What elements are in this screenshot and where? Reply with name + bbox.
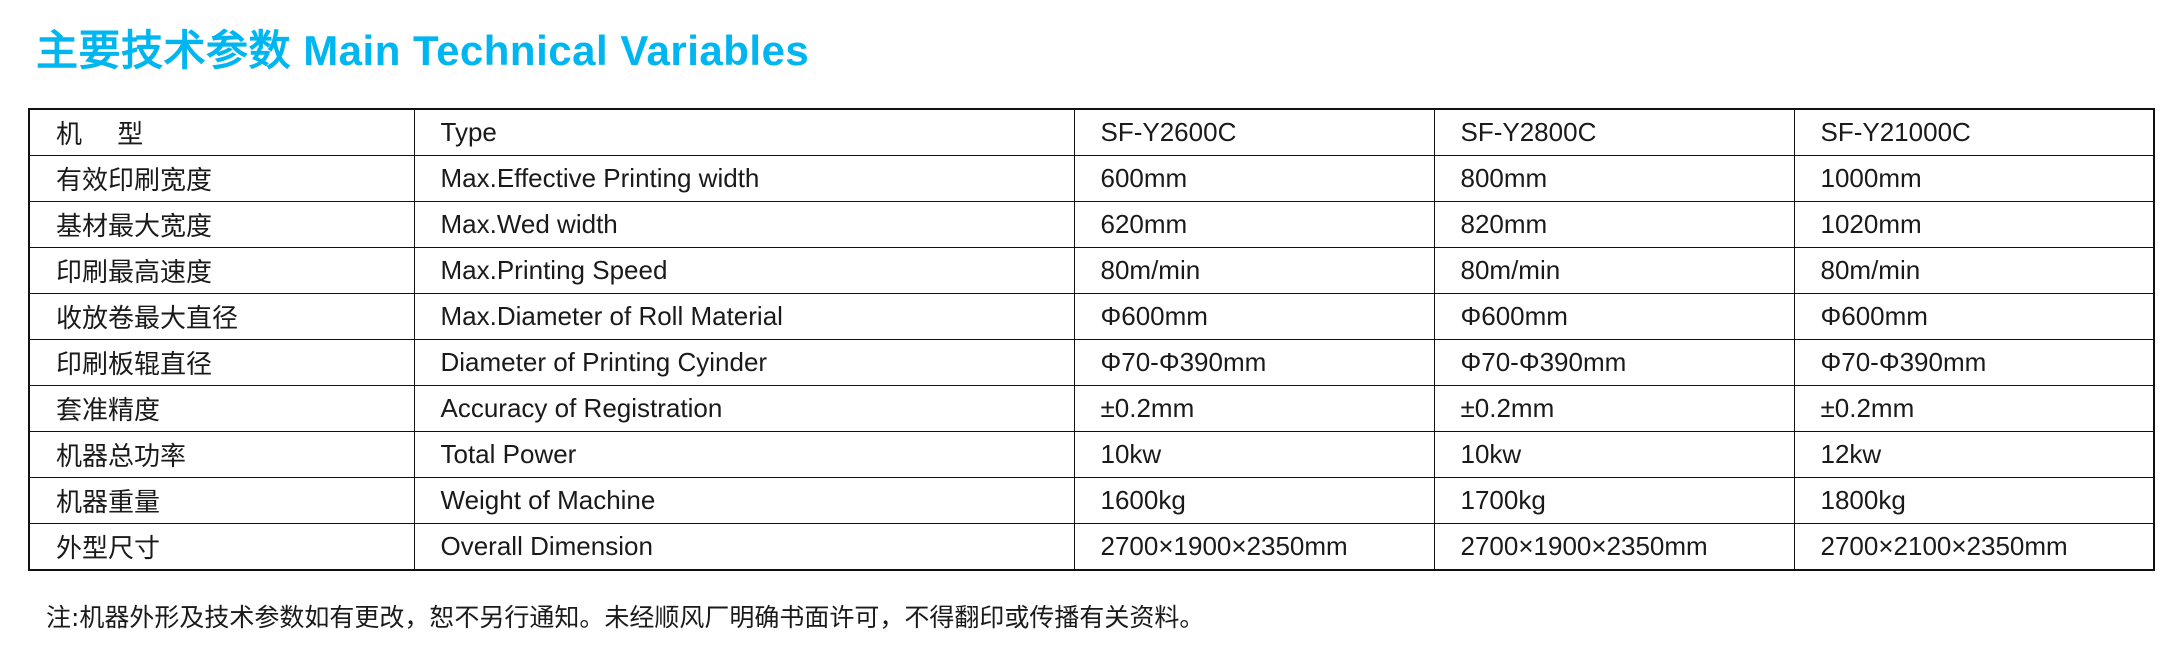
table-cell-m3: Φ600mm — [1793, 293, 2155, 340]
table-row: 印刷板辊直径 Diameter of Printing Cyinder Φ70-Φ3… — [28, 339, 2155, 386]
table-cell-m3: Φ70-Φ390mm — [1793, 339, 2155, 386]
table-cell-m1: 620mm — [1073, 201, 1435, 248]
table-row: 机器总功率 Total Power 10kw 10kw 12kw — [28, 431, 2155, 478]
table-cell-m1: 1600kg — [1073, 477, 1435, 524]
table-row: 外型尺寸 Overall Dimension 2700×1900×2350mm 270… — [28, 523, 2155, 571]
table-header-row: 机 型 Type SF-Y2600C SF-Y2800C SF-Y21000C — [28, 108, 2155, 156]
table-cell-m3: 80m/min — [1793, 247, 2155, 294]
table-cell-en: Max.Printing Speed — [413, 247, 1075, 294]
table-cell-m3: 1800kg — [1793, 477, 2155, 524]
table-cell-zh: 套准精度 — [28, 385, 415, 432]
table-cell-m1: 10kw — [1073, 431, 1435, 478]
table-header-cell-m2: SF-Y2800C — [1433, 108, 1795, 156]
page-title-english-text: Main Technical Variables — [303, 27, 810, 74]
table-cell-m3: ±0.2mm — [1793, 385, 2155, 432]
table-header-cell-zh: 机 型 — [28, 108, 415, 156]
table-cell-zh: 外型尺寸 — [28, 523, 415, 571]
table-header-cell-m3: SF-Y21000C — [1793, 108, 2155, 156]
table-cell-m3: 2700×2100×2350mm — [1793, 523, 2155, 571]
table-cell-zh: 收放卷最大直径 — [28, 293, 415, 340]
table-cell-m1: Φ70-Φ390mm — [1073, 339, 1435, 386]
table-cell-m1: ±0.2mm — [1073, 385, 1435, 432]
table-cell-m2: 10kw — [1433, 431, 1795, 478]
table-cell-m2: 800mm — [1433, 155, 1795, 202]
table-cell-en: Max.Wed width — [413, 201, 1075, 248]
table-cell-en: Accuracy of Registration — [413, 385, 1075, 432]
table-row: 印刷最高速度 Max.Printing Speed 80m/min 80m/min 80… — [28, 247, 2155, 294]
table-row: 机器重量 Weight of Machine 1600kg 1700kg 1800kg — [28, 477, 2155, 524]
table-cell-m2: 1700kg — [1433, 477, 1795, 524]
table-cell-m1: Φ600mm — [1073, 293, 1435, 340]
table-cell-m2: 80m/min — [1433, 247, 1795, 294]
table-cell-en: Overall Dimension — [413, 523, 1075, 571]
table-cell-m2: ±0.2mm — [1433, 385, 1795, 432]
page-title-chinese: 主要技术参数 — [36, 26, 292, 75]
table-cell-m2: 2700×1900×2350mm — [1433, 523, 1795, 571]
table-cell-m3: 1000mm — [1793, 155, 2155, 202]
table-cell-m1: 2700×1900×2350mm — [1073, 523, 1435, 571]
table-cell-zh: 印刷最高速度 — [28, 247, 415, 294]
table-cell-zh: 有效印刷宽度 — [28, 155, 415, 202]
table-cell-m3: 12kw — [1793, 431, 2155, 478]
table-cell-m2: Φ70-Φ390mm — [1433, 339, 1795, 386]
table-cell-en: Max.Diameter of Roll Material — [413, 293, 1075, 340]
technical-variables-table: 机 型 Type SF-Y2600C SF-Y2800C SF-Y21000C 有效印刷宽… — [28, 108, 2155, 571]
table-cell-zh: 基材最大宽度 — [28, 201, 415, 248]
table-body: 机 型 Type SF-Y2600C SF-Y2800C SF-Y21000C 有效印刷宽… — [28, 108, 2155, 571]
table-cell-m2: Φ600mm — [1433, 293, 1795, 340]
table-cell-zh: 印刷板辊直径 — [28, 339, 415, 386]
table-row: 套准精度 Accuracy of Registration ±0.2mm ±0.2mm… — [28, 385, 2155, 432]
table-cell-en: Total Power — [413, 431, 1075, 478]
spec-table-container: 机 型 Type SF-Y2600C SF-Y2800C SF-Y21000C 有效印刷宽… — [28, 108, 2155, 571]
table-cell-m1: 80m/min — [1073, 247, 1435, 294]
page-title: 主要技术参数 Main Technical Variables — [36, 26, 810, 75]
table-header-cell-m1: SF-Y2600C — [1073, 108, 1435, 156]
table-header-cell-en: Type — [413, 108, 1075, 156]
table-cell-m3: 1020mm — [1793, 201, 2155, 248]
table-cell-zh: 机器重量 — [28, 477, 415, 524]
page-title-english — [291, 27, 303, 74]
table-cell-zh: 机器总功率 — [28, 431, 415, 478]
footnote-text: 注:机器外形及技术参数如有更改，恕不另行通知。未经顺风厂明确书面许可，不得翻印或… — [46, 603, 1205, 632]
table-cell-en: Diameter of Printing Cyinder — [413, 339, 1075, 386]
table-cell-m2: 820mm — [1433, 201, 1795, 248]
table-cell-en: Max.Effective Printing width — [413, 155, 1075, 202]
table-cell-m1: 600mm — [1073, 155, 1435, 202]
table-row: 收放卷最大直径 Max.Diameter of Roll Material Φ600… — [28, 293, 2155, 340]
table-row: 有效印刷宽度 Max.Effective Printing width 600mm 8… — [28, 155, 2155, 202]
table-row: 基材最大宽度 Max.Wed width 620mm 820mm 1020mm — [28, 201, 2155, 248]
table-cell-en: Weight of Machine — [413, 477, 1075, 524]
